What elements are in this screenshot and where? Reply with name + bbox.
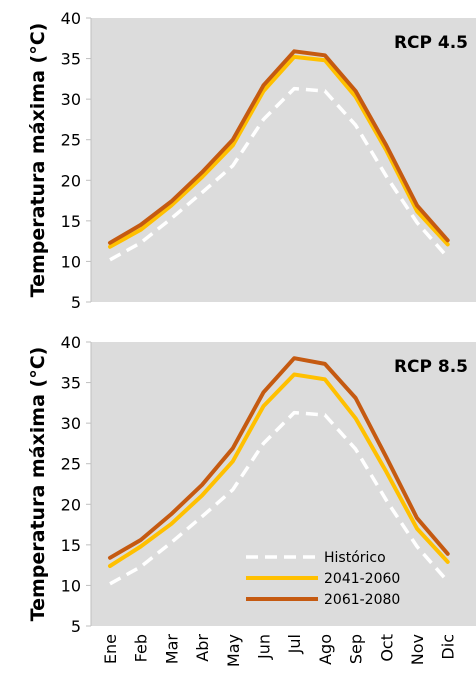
y-tick-label: 15 — [61, 536, 81, 555]
x-tick-label: May — [224, 634, 243, 667]
x-axis: Ene Feb Mar Abr May Jun Jul Ago Sep Oct Nov Dic — [101, 634, 458, 668]
y-axis-title: Temperatura máxima (°C) — [27, 347, 49, 622]
y-tick-label: 10 — [61, 576, 81, 595]
y-tick-label: 15 — [61, 212, 81, 231]
y-tick-label: 25 — [61, 455, 81, 474]
y-tick-label: 35 — [61, 374, 81, 393]
y-tick-label: 5 — [71, 293, 81, 312]
y-tick-label: 25 — [61, 131, 81, 150]
legend: Histórico 2041-2060 2061-2080 — [246, 550, 400, 608]
chart-panel-2: 5 10 15 20 25 30 35 40 Temperatura máxima (°C) RC… — [27, 333, 476, 636]
y-tick-label: 30 — [61, 90, 81, 109]
y-tick-label: 20 — [61, 495, 81, 514]
x-tick-label: Abr — [193, 634, 212, 662]
y-tick-label: 35 — [61, 50, 81, 69]
legend-label-hist-rico: Histórico — [324, 550, 386, 566]
y-tick-label: 40 — [61, 9, 81, 28]
x-tick-label: Jun — [255, 634, 274, 660]
x-tick-label: Sep — [347, 634, 366, 664]
x-tick-label: Ago — [316, 634, 335, 665]
y-axis-title: Temperatura máxima (°C) — [27, 23, 49, 298]
x-tick-label: Nov — [408, 634, 427, 665]
x-tick-label: Ene — [101, 634, 120, 664]
x-tick-label: Oct — [377, 634, 396, 662]
x-tick-label: Dic — [439, 634, 458, 660]
chart-panel-1: 5 10 15 20 25 30 35 40 Temperatura máxima (°C) RC… — [27, 9, 476, 312]
legend-label-2041-2060: 2041-2060 — [324, 571, 400, 587]
y-tick-label: 10 — [61, 252, 81, 271]
y-tick-label: 20 — [61, 171, 81, 190]
legend-label-2061-2080: 2061-2080 — [324, 592, 400, 608]
x-tick-label: Jul — [285, 634, 304, 654]
panel-title: RCP 4.5 — [394, 33, 468, 53]
y-tick-label: 5 — [71, 617, 81, 636]
y-tick-label: 30 — [61, 414, 81, 433]
panel-title: RCP 8.5 — [394, 357, 468, 377]
x-tick-label: Feb — [132, 634, 151, 662]
x-tick-label: Mar — [162, 634, 181, 665]
y-tick-label: 40 — [61, 333, 81, 352]
